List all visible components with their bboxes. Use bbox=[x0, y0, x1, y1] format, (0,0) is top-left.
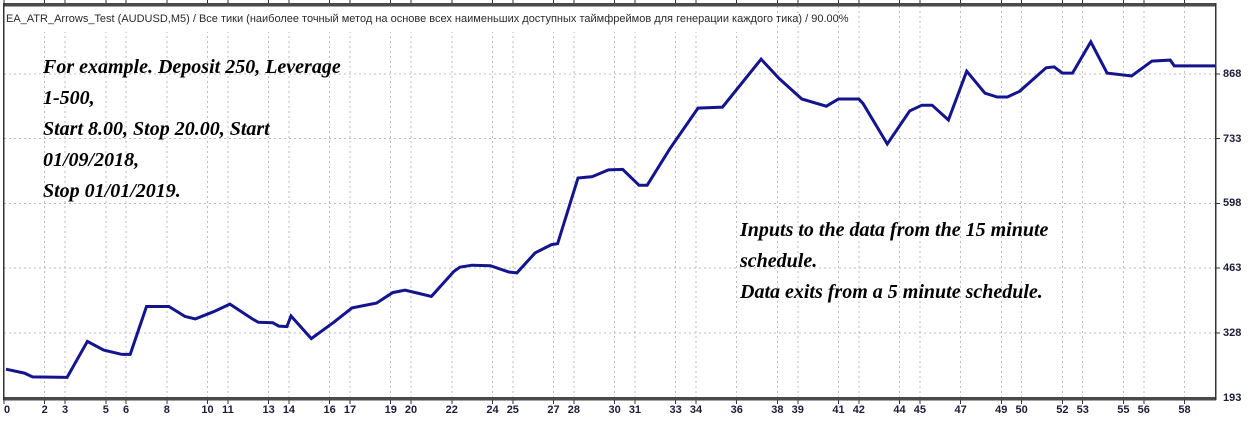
x-axis-label: 3 bbox=[61, 404, 69, 416]
x-axis-label: 58 bbox=[1178, 404, 1191, 416]
x-axis-label: 47 bbox=[954, 404, 967, 416]
x-axis-label: 25 bbox=[506, 404, 519, 416]
x-axis-label: 8 bbox=[163, 404, 170, 416]
x-axis-label: 22 bbox=[445, 404, 458, 416]
y-axis-label: 328 bbox=[1223, 326, 1242, 339]
title-backdrop bbox=[4, 6, 741, 32]
y-axis-label: 868 bbox=[1223, 68, 1242, 81]
x-axis-label: 11 bbox=[222, 404, 234, 416]
top-frame-bar bbox=[3, 3, 1216, 7]
annotation-line: schedule. bbox=[740, 250, 818, 272]
x-axis-label: 41 bbox=[832, 404, 845, 416]
x-axis-label: 6 bbox=[123, 404, 130, 416]
x-axis-label: 0 bbox=[3, 404, 11, 416]
x-axis-label: 20 bbox=[404, 404, 418, 416]
bottom-axis-bar bbox=[3, 397, 1216, 401]
x-axis-label: 56 bbox=[1137, 404, 1150, 416]
x-axis-label: 44 bbox=[893, 404, 906, 416]
x-axis-label: 10 bbox=[201, 404, 214, 416]
x-axis-label: 28 bbox=[567, 404, 580, 416]
annotation-left: For example. Deposit 250, Leverage 1-500… bbox=[43, 52, 341, 207]
annotation-right: Inputs to the data from the 15 minute sc… bbox=[740, 215, 1048, 308]
x-axis-label: 55 bbox=[1117, 404, 1130, 416]
x-axis-label: 49 bbox=[995, 404, 1008, 416]
x-axis-label: 52 bbox=[1056, 404, 1069, 416]
x-axis-label: 14 bbox=[282, 404, 296, 416]
x-axis-label: 36 bbox=[730, 404, 743, 416]
x-axis-label: 38 bbox=[771, 404, 784, 416]
y-axis-label: 193 bbox=[1223, 391, 1242, 404]
x-axis-label: 2 bbox=[41, 404, 48, 416]
x-axis-label: 13 bbox=[262, 404, 275, 416]
annotation-line: Data exits from a 5 minute schedule. bbox=[740, 281, 1043, 303]
x-axis-label: 24 bbox=[486, 404, 499, 416]
x-axis-label: 53 bbox=[1076, 404, 1089, 416]
y-axis-label: 463 bbox=[1223, 262, 1242, 275]
x-axis-label: 5 bbox=[102, 404, 109, 416]
test-description-title: EA_ATR_Arrows_Test (AUDUSD,M5) / Все тик… bbox=[6, 13, 849, 25]
x-axis-label: 34 bbox=[689, 404, 703, 416]
x-axis-label: 45 bbox=[913, 404, 926, 416]
x-axis-label: 27 bbox=[547, 404, 560, 416]
x-axis-label: 16 bbox=[323, 404, 336, 416]
annotation-line: Start 8.00, Stop 20.00, Start bbox=[43, 118, 270, 140]
balance-curve bbox=[5, 38, 1215, 379]
x-axis-label: 17 bbox=[343, 404, 357, 416]
x-axis-label: 30 bbox=[608, 404, 621, 416]
x-axis-label: 39 bbox=[791, 404, 804, 416]
y-axis-label: 733 bbox=[1223, 132, 1242, 145]
x-axis-label: 33 bbox=[669, 404, 682, 416]
x-axis-label: 31 bbox=[628, 404, 642, 416]
y-axis-label: 598 bbox=[1223, 197, 1242, 210]
x-axis-label: 50 bbox=[1015, 404, 1028, 416]
annotation-line: For example. Deposit 250, Leverage bbox=[43, 56, 341, 78]
annotation-line: 01/09/2018, bbox=[43, 149, 140, 171]
x-axis-label: 42 bbox=[852, 404, 865, 416]
x-axis-label: 19 bbox=[384, 404, 397, 416]
annotation-line: 1-500, bbox=[43, 87, 95, 109]
annotation-line: Stop 01/01/2019. bbox=[43, 180, 181, 202]
annotation-line: Inputs to the data from the 15 minute bbox=[740, 219, 1049, 241]
